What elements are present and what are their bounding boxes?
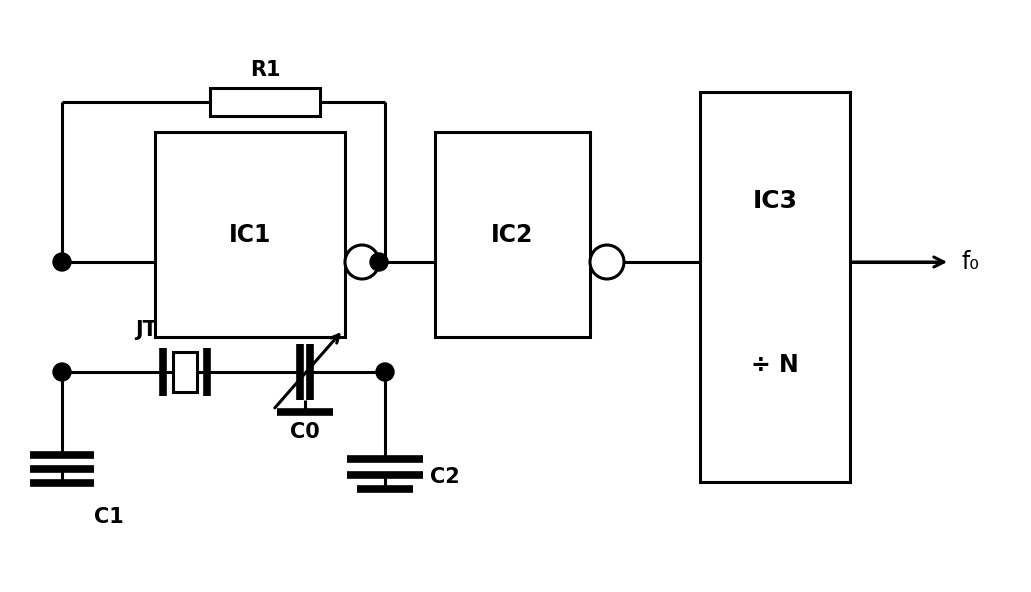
Bar xyxy=(435,132,590,337)
Text: C0: C0 xyxy=(290,422,320,442)
Bar xyxy=(210,88,320,116)
Text: IC3: IC3 xyxy=(753,189,798,213)
Circle shape xyxy=(590,245,624,279)
Text: C1: C1 xyxy=(94,507,124,527)
Bar xyxy=(155,132,345,337)
Text: C2: C2 xyxy=(430,467,460,487)
Text: f₀: f₀ xyxy=(962,250,979,274)
Bar xyxy=(700,92,850,482)
Circle shape xyxy=(370,253,388,271)
Text: IC2: IC2 xyxy=(492,223,534,246)
Text: ÷ N: ÷ N xyxy=(752,353,799,377)
Circle shape xyxy=(345,245,379,279)
Circle shape xyxy=(376,363,394,381)
Text: JT: JT xyxy=(135,320,157,340)
Circle shape xyxy=(53,363,71,381)
Text: IC1: IC1 xyxy=(229,223,271,246)
Text: R1: R1 xyxy=(250,60,280,80)
Circle shape xyxy=(53,253,71,271)
Bar xyxy=(173,352,197,392)
